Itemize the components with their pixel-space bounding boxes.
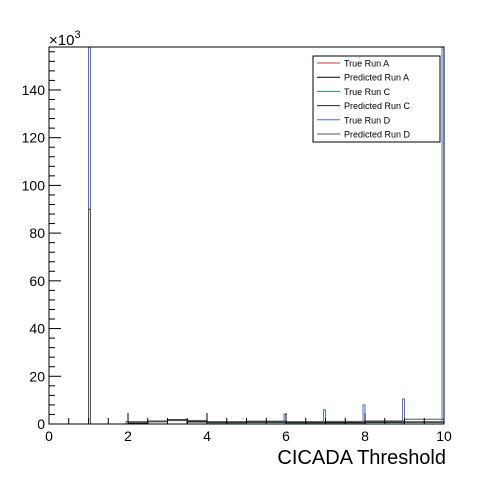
y-tick-label: 60 bbox=[29, 273, 45, 289]
x-tick-label: 8 bbox=[361, 428, 369, 444]
legend-entry: True Run A bbox=[344, 59, 389, 69]
legend-entry: True Run C bbox=[344, 87, 391, 97]
legend: True Run A Predicted Run A True Run C Predi… bbox=[312, 55, 441, 143]
y-tick-label: 100 bbox=[22, 177, 46, 193]
series-5 bbox=[88, 208, 445, 425]
x-axis-ticks: 0 2 4 6 8 10 bbox=[45, 413, 452, 444]
legend-entry: True Run D bbox=[344, 115, 391, 125]
x-tick-label: 0 bbox=[45, 428, 53, 444]
series-1 bbox=[88, 208, 445, 425]
legend-box bbox=[312, 55, 441, 143]
y-tick-label: 140 bbox=[22, 82, 46, 98]
y-axis-ticks: 0 20 40 60 80 100 120 140 bbox=[22, 51, 61, 432]
y-multiplier-base: ×10 bbox=[49, 32, 74, 49]
y-tick-label: 20 bbox=[29, 368, 45, 384]
y-tick-label: 40 bbox=[29, 321, 45, 337]
y-tick-label: 80 bbox=[29, 225, 45, 241]
y-multiplier: ×103 bbox=[49, 29, 81, 49]
legend-entry: Predicted Run A bbox=[344, 73, 409, 83]
y-tick-label: 120 bbox=[22, 130, 46, 146]
x-tick-label: 4 bbox=[203, 428, 211, 444]
y-multiplier-exponent: 3 bbox=[74, 29, 80, 41]
bin-2-3 bbox=[167, 420, 188, 425]
y-tick-label: 0 bbox=[37, 416, 45, 432]
x-tick-label: 2 bbox=[124, 428, 132, 444]
legend-entry: Predicted Run C bbox=[344, 101, 411, 111]
bin-5-0 bbox=[88, 208, 91, 425]
x-axis-label: CICADA Threshold bbox=[277, 447, 446, 469]
x-tick-label: 10 bbox=[436, 428, 452, 444]
x-tick-label: 6 bbox=[282, 428, 290, 444]
series-3 bbox=[88, 208, 445, 425]
legend-entry: Predicted Run D bbox=[344, 130, 411, 140]
